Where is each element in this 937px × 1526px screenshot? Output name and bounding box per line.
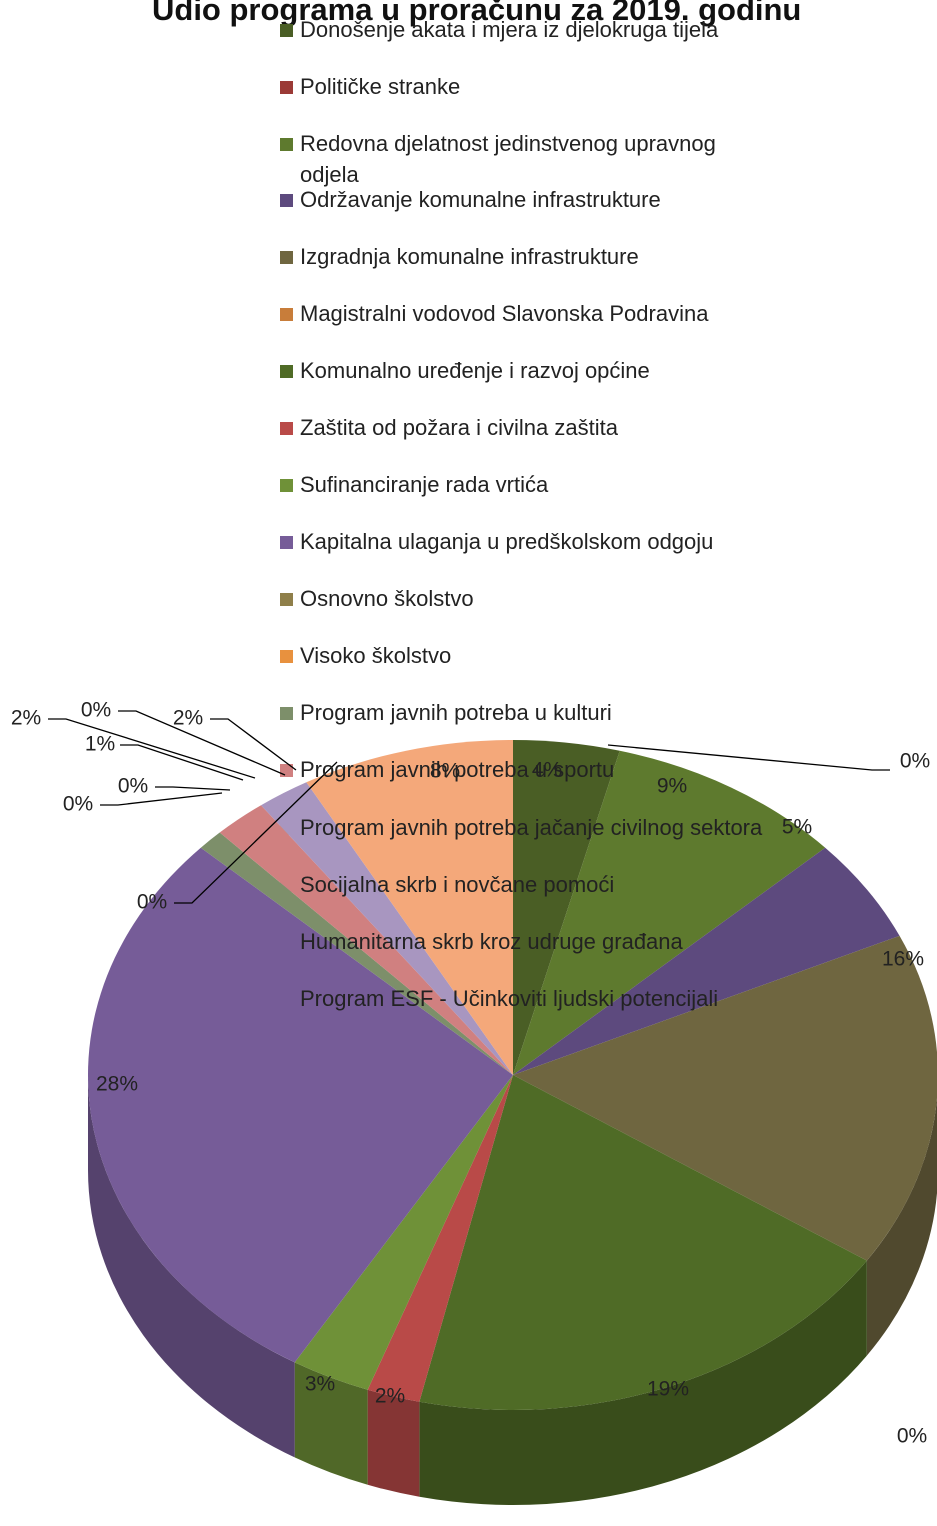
- leader-line: [118, 710, 286, 776]
- legend-label: Program javnih potreba u kulturi: [300, 700, 612, 725]
- slice: [219, 805, 513, 1075]
- legend-label: Zaštita od požara i civilna zaštita: [300, 415, 618, 440]
- chart-title: Udio programa u proračunu za 2019. godin…: [152, 0, 801, 27]
- slice-side: [294, 1362, 368, 1485]
- legend-label: Program javnih potreba u sportu: [300, 757, 615, 782]
- data-label: 3%: [305, 1373, 335, 1396]
- slice: [367, 1075, 513, 1402]
- data-label: 5%: [782, 816, 812, 839]
- data-label: 9%: [657, 775, 687, 798]
- legend-label: Održavanje komunalne infrastrukture: [300, 187, 661, 212]
- data-label: 4%: [532, 759, 562, 782]
- legend-swatch: [280, 593, 293, 606]
- slice: [513, 750, 826, 1075]
- legend-label: Magistralni vodovod Slavonska Podravina: [300, 301, 709, 326]
- data-label: 1%: [85, 733, 115, 756]
- legend-label: Osnovno školstvo: [300, 586, 474, 611]
- leader-line: [607, 744, 890, 771]
- data-label: 0%: [81, 699, 111, 722]
- legend-label: Kapitalna ulaganja u predškolskom odgoju: [300, 529, 714, 554]
- legend-label: Program javnih potreba jačanje civilnog …: [300, 815, 763, 840]
- data-label: 0%: [897, 1425, 927, 1448]
- leader-line: [48, 718, 256, 779]
- data-label: 2%: [375, 1385, 405, 1408]
- legend-swatch: [280, 365, 293, 378]
- slice-side: [88, 1075, 295, 1458]
- legend-label: Političke stranke: [300, 74, 461, 99]
- legend-swatch: [280, 308, 293, 321]
- legend-label: Komunalno uređenje i razvoj općine: [300, 358, 650, 383]
- data-label: 0%: [63, 793, 93, 816]
- legend-label: Humanitarna skrb kroz udruge građana: [300, 929, 683, 954]
- legend-label: Socijalna skrb i novčane pomoći: [300, 872, 615, 897]
- legend-swatch: [280, 536, 293, 549]
- legend-label: Redovna djelatnost jedinstvenog upravnog…: [300, 131, 716, 187]
- data-label: 2%: [173, 707, 203, 730]
- legend-swatch: [280, 24, 293, 37]
- slice-side: [866, 1097, 937, 1356]
- legend-swatch: [280, 138, 293, 151]
- legend-swatch: [280, 479, 293, 492]
- slice: [200, 832, 513, 1075]
- slice: [513, 740, 620, 1075]
- slice-side: [419, 1260, 867, 1505]
- slice: [87, 847, 514, 1363]
- slice: [306, 740, 513, 1075]
- legend-swatch: [280, 251, 293, 264]
- legend-swatch: [280, 650, 293, 663]
- slice: [513, 935, 937, 1261]
- legend-swatch: [280, 422, 293, 435]
- legend-label: Program ESF - Učinkoviti ljudski potenci…: [300, 986, 719, 1011]
- data-label: 16%: [882, 948, 924, 971]
- data-label: 19%: [647, 1378, 689, 1401]
- leader-line: [210, 718, 297, 771]
- leader-line: [155, 786, 231, 791]
- data-label: 0%: [118, 775, 148, 798]
- legend-swatch: [280, 81, 293, 94]
- data-label: 28%: [96, 1073, 138, 1096]
- slice: [513, 847, 900, 1075]
- legend-swatch: [280, 707, 293, 720]
- slice: [294, 1075, 513, 1390]
- legend-swatch: [280, 194, 293, 207]
- leader-line: [100, 792, 223, 806]
- leader-line: [174, 761, 338, 904]
- leader-line: [120, 744, 244, 781]
- slice: [261, 782, 513, 1075]
- data-label: 8%: [430, 760, 460, 783]
- legend-label: Visoko školstvo: [300, 643, 452, 668]
- data-label: 0%: [137, 891, 167, 914]
- data-label: 2%: [11, 707, 41, 730]
- slice-side: [367, 1389, 420, 1497]
- legend-label: Izgradnja komunalne infrastrukture: [300, 244, 639, 269]
- data-label: 0%: [900, 750, 930, 773]
- legend-label: Donošenje akata i mjera iz djelokruga ti…: [300, 17, 719, 42]
- slice: [419, 1075, 867, 1410]
- legend-label: Sufinanciranje rada vrtića: [300, 472, 549, 497]
